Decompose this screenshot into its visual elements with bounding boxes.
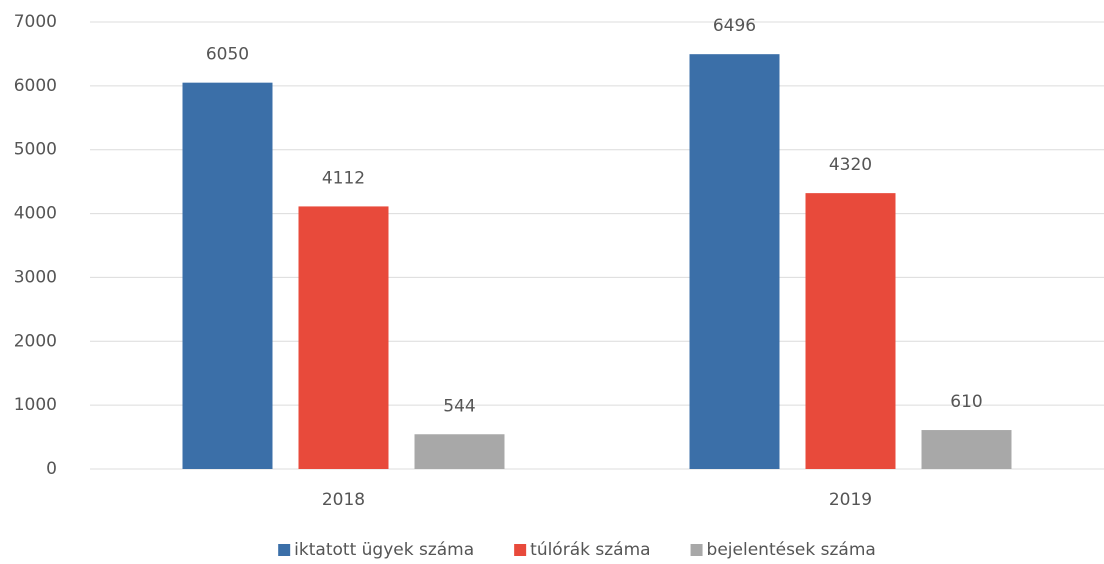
bar (805, 193, 896, 469)
y-tick-label: 1000 (14, 395, 57, 415)
y-tick-label: 4000 (14, 204, 57, 224)
y-tick-label: 0 (46, 459, 57, 479)
data-label: 6496 (713, 16, 756, 36)
legend: iktatott ügyek száma túlórák száma bejelen… (278, 540, 876, 560)
bar (414, 434, 505, 469)
legend-label: iktatott ügyek száma (294, 540, 474, 560)
data-label: 4112 (322, 168, 365, 188)
bar (298, 206, 389, 469)
y-tick-label: 6000 (14, 76, 57, 96)
data-label: 4320 (829, 155, 872, 175)
data-label: 544 (443, 396, 475, 416)
bar (689, 54, 780, 470)
y-tick-label: 3000 (14, 267, 57, 287)
data-label: 6050 (206, 45, 249, 65)
y-tick-label: 7000 (14, 12, 57, 32)
bar (182, 82, 273, 470)
x-tick-label: 2019 (829, 490, 872, 510)
legend-swatch (514, 544, 527, 556)
legend-label: bejelentések száma (707, 540, 876, 560)
legend-swatch (278, 544, 291, 556)
y-tick-label: 5000 (14, 140, 57, 160)
legend-label: túlórák száma (530, 540, 650, 560)
y-tick-label: 2000 (14, 331, 57, 351)
data-label: 610 (950, 392, 982, 412)
bar (921, 430, 1012, 469)
legend-swatch (690, 544, 703, 556)
x-tick-label: 2018 (322, 490, 365, 510)
